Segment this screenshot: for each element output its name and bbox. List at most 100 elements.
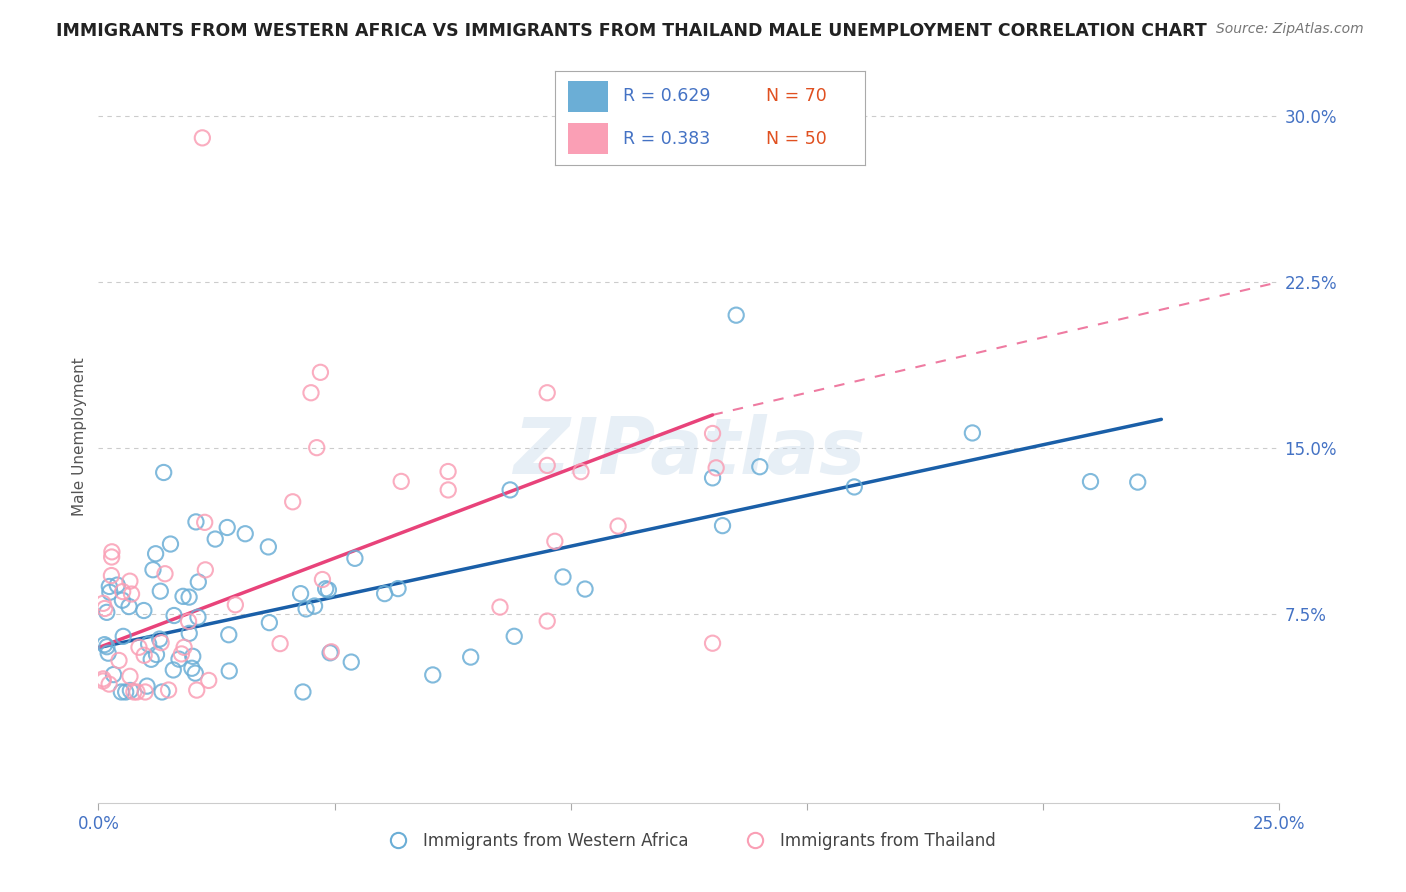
Point — [121, 587, 143, 601]
Point — [100, 549, 122, 564]
Point — [290, 587, 312, 601]
Point — [340, 655, 363, 669]
Point — [319, 646, 342, 660]
Point — [149, 584, 172, 599]
Point — [150, 635, 173, 649]
Point — [305, 441, 328, 455]
Point — [98, 585, 121, 599]
Point — [179, 590, 201, 604]
Text: R = 0.629: R = 0.629 — [623, 87, 711, 104]
Point — [142, 563, 165, 577]
Point — [108, 653, 131, 667]
Point — [204, 532, 226, 546]
Point — [962, 425, 984, 440]
Point — [536, 458, 558, 473]
Point — [437, 465, 460, 479]
Point — [702, 471, 724, 485]
Point — [374, 586, 396, 600]
Point — [111, 584, 134, 599]
Point — [233, 526, 256, 541]
Point — [1126, 475, 1149, 489]
Point — [120, 683, 142, 698]
Point — [128, 640, 150, 655]
Point — [503, 629, 526, 643]
Point — [748, 459, 770, 474]
Point — [93, 601, 115, 615]
Point — [122, 685, 145, 699]
Point — [184, 515, 207, 529]
Point — [114, 685, 136, 699]
Point — [343, 551, 366, 566]
Point — [132, 603, 155, 617]
Point — [93, 638, 115, 652]
Point — [105, 578, 128, 592]
Point — [217, 520, 239, 534]
Point — [118, 599, 141, 614]
Text: N = 70: N = 70 — [766, 87, 827, 104]
Point — [607, 519, 630, 533]
Point — [150, 685, 173, 699]
Point — [141, 652, 163, 666]
Point — [218, 664, 240, 678]
Point — [281, 495, 304, 509]
Point — [437, 483, 460, 497]
Point — [100, 568, 122, 582]
Point — [112, 629, 135, 643]
Point — [125, 685, 148, 699]
Point — [149, 632, 172, 646]
Point — [180, 661, 202, 675]
Point — [159, 537, 181, 551]
Point — [536, 614, 558, 628]
Point — [569, 465, 592, 479]
Point — [172, 590, 194, 604]
Point — [157, 683, 180, 698]
Y-axis label: Male Unemployment: Male Unemployment — [72, 358, 87, 516]
Point — [184, 666, 207, 681]
Point — [1080, 475, 1102, 489]
Point — [110, 685, 132, 699]
Point — [98, 579, 121, 593]
Point — [118, 669, 141, 683]
Point — [315, 582, 337, 596]
Text: ZIPatlas: ZIPatlas — [513, 414, 865, 490]
Point — [134, 648, 156, 663]
Point — [186, 683, 208, 698]
Text: R = 0.383: R = 0.383 — [623, 130, 710, 148]
Point — [153, 566, 176, 581]
Legend: Immigrants from Western Africa, Immigrants from Thailand: Immigrants from Western Africa, Immigran… — [375, 825, 1002, 856]
Point — [574, 582, 596, 596]
Point — [295, 602, 318, 616]
Point — [422, 668, 444, 682]
Point — [257, 540, 280, 554]
Point — [711, 518, 734, 533]
Text: N = 50: N = 50 — [766, 130, 827, 148]
Point — [96, 605, 118, 619]
Point — [179, 626, 201, 640]
Point — [91, 673, 114, 688]
Point — [145, 648, 167, 662]
Point — [311, 573, 333, 587]
Point — [536, 385, 558, 400]
Point — [387, 582, 409, 596]
Bar — [568, 81, 607, 112]
Point — [309, 365, 332, 379]
Point — [91, 596, 114, 610]
Point — [173, 640, 195, 655]
Point — [544, 534, 567, 549]
Point — [170, 647, 193, 661]
Point — [299, 385, 322, 400]
Point — [725, 308, 748, 322]
Point — [167, 652, 190, 666]
Point — [304, 599, 326, 613]
Point — [218, 628, 240, 642]
Point — [318, 582, 340, 597]
Point — [103, 667, 125, 681]
Point — [101, 545, 124, 559]
Point — [136, 679, 159, 693]
Point — [702, 426, 724, 441]
Point — [98, 677, 121, 691]
Point — [499, 483, 522, 497]
Point — [269, 637, 291, 651]
Point — [389, 475, 412, 489]
Point — [702, 636, 724, 650]
